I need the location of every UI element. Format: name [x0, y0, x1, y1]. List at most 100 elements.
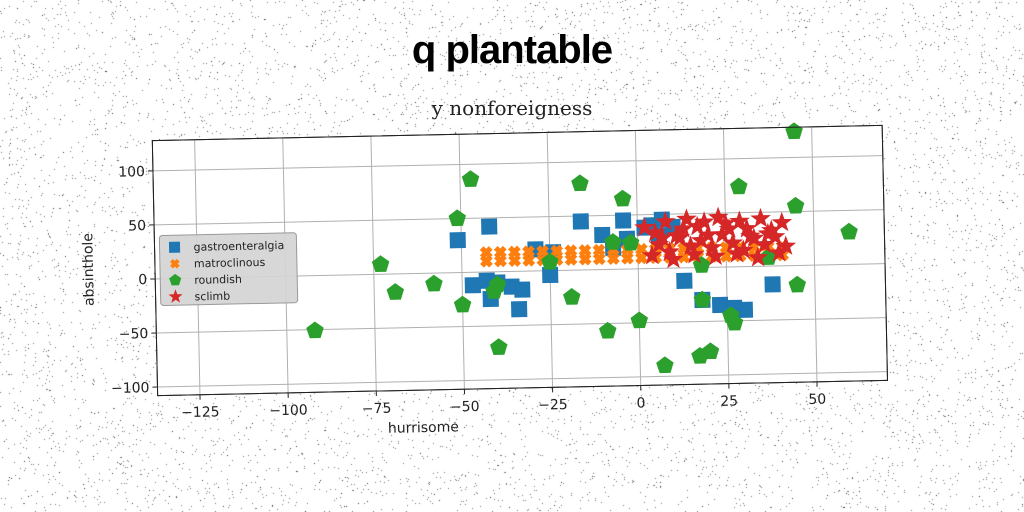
sclimb-point: [736, 217, 757, 238]
y-grid-line: [152, 155, 883, 172]
sclimb-point: [680, 235, 701, 255]
sclimb-point: [771, 211, 793, 232]
legend-label-roundish: roundish: [194, 273, 242, 287]
sclimb-point: [662, 248, 684, 269]
sclimb-point: [676, 208, 697, 229]
roundish-point: [306, 321, 324, 339]
roundish-point: [785, 122, 803, 140]
legend-box: [158, 232, 299, 306]
legend-label-matroclinous: matroclinous: [194, 256, 266, 270]
x-tick-label: −75: [362, 401, 392, 418]
matroclinous-point: [479, 254, 493, 268]
matroclinous-point: [578, 252, 592, 266]
matroclinous-point: [677, 250, 691, 264]
legend-marker-sclimb: [168, 289, 183, 303]
page-title: q plantable: [411, 28, 613, 72]
sclimb-point: [644, 222, 666, 242]
legend-marker-matroclinous: [170, 258, 180, 269]
x-grid-line: [811, 126, 818, 382]
roundish-point: [453, 295, 472, 313]
sclimb-point: [651, 227, 673, 247]
sclimb-point: [743, 227, 765, 248]
y-tick-label: −100: [111, 380, 150, 397]
chart-title: y nonforeigness: [431, 96, 593, 120]
roundish-point: [461, 170, 480, 187]
gastroenteralgia-point: [711, 296, 729, 314]
roundish-point: [489, 338, 508, 355]
sclimb-point: [693, 211, 715, 231]
plot-frame: [151, 124, 889, 397]
roundish-point: [571, 174, 589, 192]
sclimb-point: [747, 246, 769, 267]
sclimb-point: [768, 242, 790, 262]
x-tick-label: −125: [181, 404, 220, 421]
y-axis-label: absinthole: [80, 233, 98, 306]
y-axis-ticks: −100 −50 0 50 100: [111, 164, 158, 397]
sclimb-point: [722, 232, 744, 252]
sclimb-point: [726, 243, 747, 263]
roundish-point: [630, 311, 649, 329]
sclimb-point: [711, 223, 733, 244]
matroclinous-point: [621, 251, 634, 265]
matroclinous-point: [564, 253, 578, 266]
sclimb-point: [684, 243, 705, 264]
sclimb-point: [641, 244, 663, 265]
x-tick-label: 25: [720, 393, 738, 409]
sclimb-point: [697, 224, 719, 244]
y-tick-label: 100: [118, 164, 145, 181]
y-grid-line: [157, 371, 888, 388]
sclimb-point: [761, 219, 782, 240]
legend-label-gastroenteralgia: gastroenteralgia: [193, 239, 284, 254]
x-tick-label: −25: [538, 397, 568, 414]
gastroenteralgia-point: [449, 232, 466, 249]
legend-label-sclimb: sclimb: [194, 290, 230, 304]
roundish-point: [693, 290, 712, 308]
x-tick-label: 0: [636, 395, 645, 411]
gastroenteralgia-point: [614, 212, 632, 229]
x-axis-label: hurrisome: [388, 419, 459, 436]
matroclinous-point: [635, 251, 648, 265]
roundish-point: [425, 274, 443, 292]
gastroenteralgia-point: [514, 281, 531, 298]
gastroenteralgia-point: [764, 276, 781, 293]
roundish-point: [604, 233, 622, 250]
sclimb-point: [655, 210, 676, 231]
gastroenteralgia-point: [676, 272, 693, 289]
roundish-point: [613, 189, 632, 207]
sclimb-point: [634, 216, 655, 237]
gastroenteralgia-point: [572, 213, 589, 230]
y-grid-line: [156, 317, 887, 334]
x-grid-line: [458, 134, 465, 390]
sclimb-point: [715, 212, 736, 233]
roundish-point: [656, 356, 674, 374]
matroclinous-point: [522, 253, 536, 267]
matroclinous-point: [508, 254, 522, 268]
gastroenteralgia-point: [736, 301, 754, 318]
legend: gastroenteralgia matroclinous roundish scli…: [158, 232, 299, 306]
gastroenteralgia-point: [542, 266, 559, 284]
roundish-point: [840, 222, 858, 240]
x-tick-label: −50: [450, 399, 480, 416]
gastroenteralgia-point: [464, 277, 481, 294]
roundish-point: [786, 196, 805, 214]
roundish-point: [621, 233, 640, 251]
sclimb-point: [729, 210, 750, 231]
roundish-point: [386, 283, 405, 300]
matroclinous-point: [494, 254, 507, 268]
y-grid-line: [154, 209, 884, 226]
y-tick-label: 0: [138, 272, 147, 288]
x-tick-label: 50: [808, 392, 826, 408]
sclimb-point: [701, 237, 723, 257]
sclimb-point: [669, 226, 691, 247]
y-tick-label: 50: [128, 218, 146, 234]
sclimb-point: [764, 225, 786, 246]
data-points: [306, 122, 858, 374]
legend-marker-gastroenteralgia: [168, 241, 181, 253]
roundish-point: [485, 282, 503, 299]
sclimb-point: [705, 245, 726, 266]
sclimb-point: [733, 239, 754, 260]
sclimb-point: [686, 215, 708, 236]
roundish-point: [371, 255, 390, 273]
matroclinous-point: [606, 252, 620, 265]
sclimb-point: [690, 229, 712, 250]
